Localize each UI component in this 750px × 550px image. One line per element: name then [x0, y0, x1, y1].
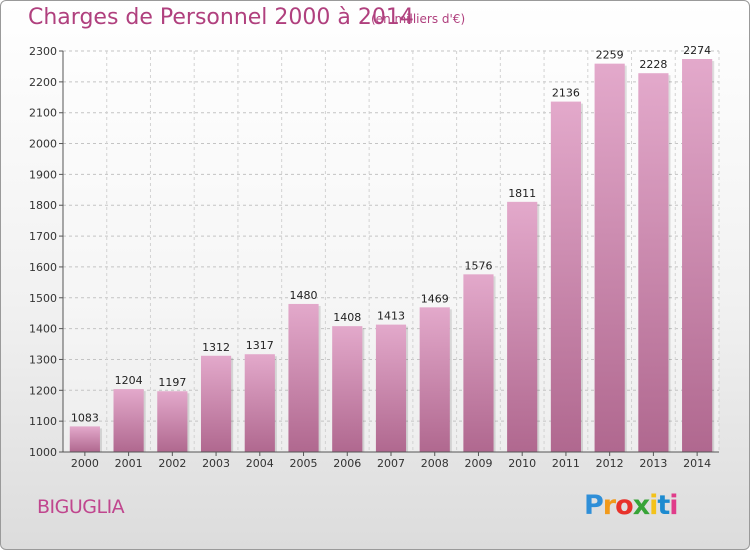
value-label: 2274 [683, 44, 711, 57]
y-tick-label: 1500 [29, 292, 57, 305]
chart-subtitle: (en milliers d'€) [371, 12, 466, 26]
bar [594, 63, 625, 453]
x-tick-label: 2004 [246, 457, 274, 470]
bar [419, 307, 450, 452]
x-tick-label: 2014 [683, 457, 711, 470]
x-tick-label: 2011 [552, 457, 580, 470]
x-tick-label: 2013 [639, 457, 667, 470]
x-tick-label: 2002 [158, 457, 186, 470]
y-tick-label: 2200 [29, 76, 57, 89]
value-label: 1408 [333, 311, 361, 324]
value-label: 1480 [290, 289, 318, 302]
value-label: 1576 [464, 259, 492, 272]
x-tick-label: 2009 [464, 457, 492, 470]
bar [244, 354, 275, 452]
value-label: 2136 [552, 87, 580, 100]
bar [200, 355, 232, 452]
x-tick-label: 2007 [377, 457, 405, 470]
y-tick-label: 1400 [29, 323, 57, 336]
x-tick-label: 2010 [508, 457, 536, 470]
value-label: 2259 [596, 49, 624, 62]
value-label: 1811 [508, 187, 536, 200]
y-tick-label: 1100 [29, 415, 57, 428]
x-tick-label: 2008 [421, 457, 449, 470]
x-tick-label: 2000 [71, 457, 99, 470]
bar [638, 73, 669, 452]
value-label: 2228 [639, 58, 667, 71]
y-tick-label: 1200 [29, 384, 57, 397]
x-tick-label: 2012 [596, 457, 624, 470]
x-tick-label: 2006 [333, 457, 361, 470]
value-label: 1413 [377, 310, 405, 323]
x-tick-label: 2003 [202, 457, 230, 470]
y-tick-label: 2100 [29, 107, 57, 120]
bar [288, 303, 319, 452]
x-tick-label: 2005 [290, 457, 318, 470]
proxiti-logo: Proxiti [584, 490, 679, 521]
y-tick-label: 1000 [29, 446, 57, 459]
y-tick-label: 1600 [29, 261, 57, 274]
bar [375, 324, 407, 452]
commune-name: BIGUGLIA [37, 496, 125, 518]
y-tick-label: 1700 [29, 230, 57, 243]
value-label: 1317 [246, 339, 274, 352]
chart-title: Charges de Personnel 2000 à 2014 [28, 5, 414, 30]
bar [113, 389, 144, 452]
bar [463, 274, 494, 452]
bar [550, 101, 582, 452]
value-label: 1312 [202, 341, 230, 354]
value-label: 1204 [115, 374, 143, 387]
bar [682, 59, 713, 453]
bar [507, 201, 538, 452]
y-tick-label: 1800 [29, 199, 57, 212]
bar [69, 426, 100, 452]
y-tick-label: 1900 [29, 168, 57, 181]
y-tick-label: 2300 [29, 45, 57, 58]
bar [332, 326, 363, 452]
x-tick-label: 2001 [115, 457, 143, 470]
y-tick-label: 1300 [29, 353, 57, 366]
y-tick-label: 2000 [29, 138, 57, 151]
value-label: 1469 [421, 292, 449, 305]
value-label: 1197 [158, 376, 186, 389]
value-label: 1083 [71, 411, 99, 424]
bar [157, 391, 188, 452]
